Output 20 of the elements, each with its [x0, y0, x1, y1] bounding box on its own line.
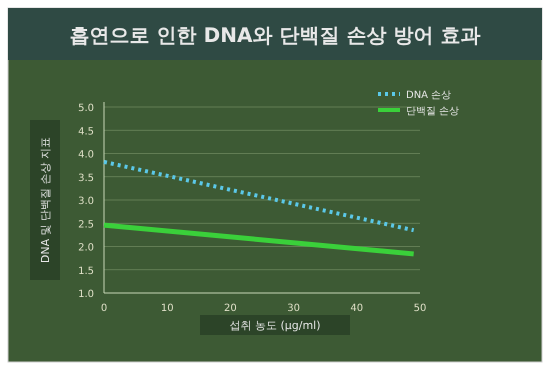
x-tick-label: 30: [287, 303, 300, 314]
y-tick-label: 4.5: [78, 126, 94, 138]
x-tick-label: 10: [160, 303, 174, 314]
y-tick-label: 2.0: [78, 242, 94, 254]
y-tick-label: 3.5: [78, 172, 94, 184]
y-tick-label: 3.0: [78, 196, 94, 207]
y-tick-label: 4.0: [78, 150, 94, 160]
y-tick-label: 1.0: [78, 289, 94, 300]
x-tick-label: 0: [100, 303, 108, 314]
legend-label: 단백질 손상: [406, 106, 460, 117]
x-tick-label: 20: [224, 303, 237, 314]
x-tick-label: 40: [350, 303, 364, 314]
y-axis-title: DNA 및 단백질 손상 지표: [39, 136, 52, 264]
y-tick-label: 1.5: [78, 266, 94, 277]
y-tick-label: 2.5: [78, 219, 94, 230]
legend-label: DNA 손상: [406, 90, 452, 101]
y-tick-label: 5.0: [78, 103, 94, 114]
chart-title: 흡연으로 인한 DNA와 단백질 손상 방어 효과: [70, 23, 480, 47]
x-tick-label: 50: [414, 303, 426, 314]
x-axis-title: 섭취 농도 (μg/ml): [229, 319, 321, 332]
